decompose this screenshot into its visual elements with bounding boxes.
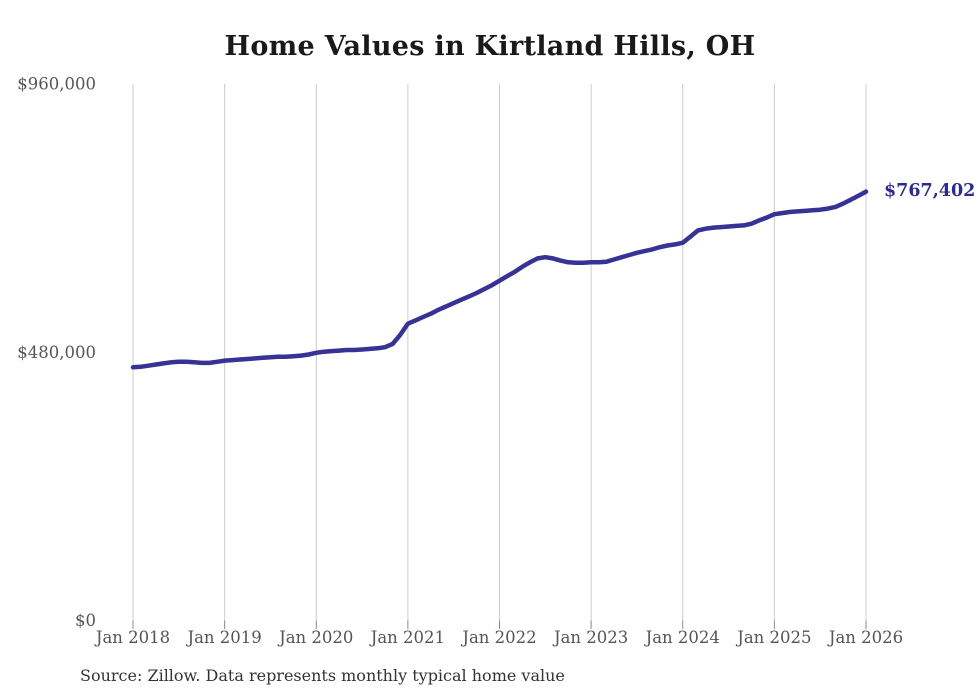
value-line (130, 189, 869, 370)
y-tick-label: $0 (75, 611, 96, 630)
end-value-label: $767,402 (884, 181, 975, 201)
x-tick-label: Jan 2024 (644, 628, 720, 647)
y-tick-label: $480,000 (17, 343, 96, 362)
x-tick-label: Jan 2022 (460, 628, 536, 647)
source-note: Source: Zillow. Data represents monthly … (80, 666, 565, 685)
y-tick-label: $960,000 (17, 75, 96, 94)
x-tick-label: Jan 2025 (735, 628, 811, 647)
x-tick-label: Jan 2026 (827, 628, 903, 647)
x-tick-label: Jan 2018 (94, 628, 170, 647)
chart-title: Home Values in Kirtland Hills, OH (224, 31, 756, 62)
x-tick-label: Jan 2021 (369, 628, 445, 647)
x-tick-label: Jan 2020 (277, 628, 353, 647)
x-tick-label: Jan 2019 (185, 628, 261, 647)
x-tick-label: Jan 2023 (552, 628, 628, 647)
